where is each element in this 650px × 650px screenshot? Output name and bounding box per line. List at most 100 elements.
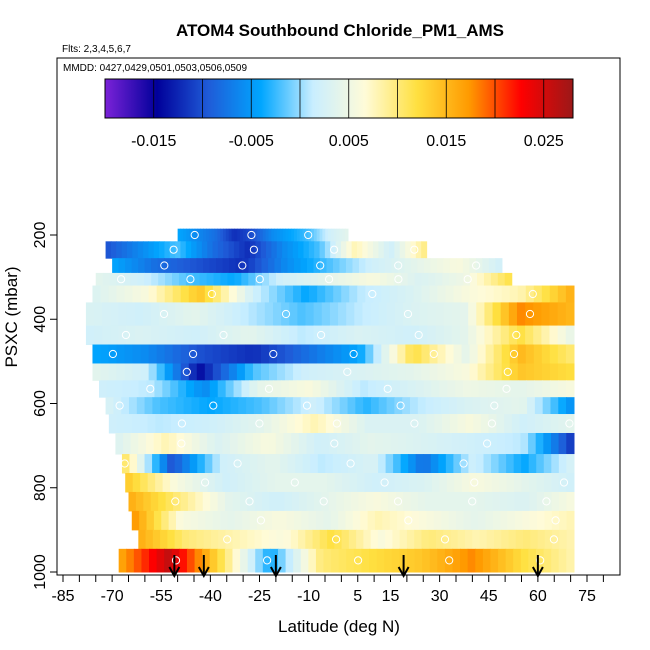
- heat-cell: [196, 258, 204, 274]
- heat-cell: [240, 325, 250, 346]
- heat-cell: [383, 241, 390, 259]
- heat-cell: [500, 325, 510, 346]
- sample-point: [189, 349, 198, 359]
- heat-cell: [183, 258, 191, 274]
- sample-point: [117, 275, 126, 284]
- heat-cell: [525, 363, 535, 381]
- heat-cell: [459, 432, 468, 455]
- heat-cell: [397, 285, 406, 303]
- heat-cell: [352, 272, 360, 287]
- heat-cell: [451, 302, 461, 327]
- heat-cell: [191, 397, 200, 415]
- heat-cell: [389, 344, 398, 364]
- heat-cell: [199, 325, 209, 346]
- heat-cell: [310, 454, 319, 474]
- heat-cell: [477, 491, 486, 512]
- heat-cell: [391, 548, 400, 573]
- heat-cell: [345, 228, 349, 242]
- sample-point: [256, 516, 265, 525]
- heat-cell: [493, 363, 503, 381]
- heat-cell: [192, 272, 201, 287]
- heat-cell: [237, 228, 241, 242]
- sample-point: [238, 261, 247, 270]
- sample-point: [255, 419, 264, 428]
- heat-cell: [550, 432, 560, 455]
- heat-cell: [301, 510, 310, 531]
- heat-cell: [164, 241, 171, 259]
- heat-cell: [118, 302, 128, 327]
- heat-cell: [194, 414, 203, 434]
- heat-cell: [444, 548, 454, 573]
- heat-cell: [319, 228, 323, 242]
- heat-cell: [277, 397, 286, 415]
- heat-cell: [442, 272, 450, 287]
- heat-cell: [304, 473, 313, 493]
- heat-cell: [394, 302, 404, 327]
- x-tick-label: -70: [101, 588, 124, 605]
- heat-cell: [378, 258, 386, 274]
- heat-cell: [340, 454, 349, 474]
- flight-arrow: [168, 555, 181, 579]
- heat-cell: [279, 414, 288, 434]
- y-tick-label: 600: [32, 390, 49, 417]
- heat-cell: [330, 510, 339, 531]
- heat-cell: [254, 228, 258, 242]
- heat-cell: [262, 272, 270, 287]
- heat-cell: [446, 473, 455, 493]
- heat-cell: [185, 473, 194, 493]
- heat-cell: [126, 241, 133, 259]
- heat-cell: [313, 325, 323, 346]
- heat-cell: [313, 302, 323, 327]
- heat-cell: [395, 491, 404, 512]
- heat-cell: [535, 548, 545, 573]
- heat-cell: [132, 285, 142, 303]
- heat-cell: [155, 414, 164, 434]
- heat-cell: [281, 380, 290, 398]
- heat-cell: [434, 414, 443, 434]
- heat-cell: [469, 473, 478, 493]
- heat-cell: [319, 473, 328, 493]
- heat-cell: [495, 258, 503, 274]
- heat-cell: [114, 380, 124, 398]
- heat-cell: [207, 432, 216, 455]
- heat-cell: [211, 228, 216, 242]
- heat-cell: [190, 258, 198, 274]
- heat-cell: [461, 285, 471, 303]
- heat-cell: [217, 414, 226, 434]
- heat-cell: [260, 241, 267, 259]
- heat-cell: [186, 380, 195, 398]
- heat-cell: [260, 363, 270, 381]
- heat-cell: [228, 363, 238, 381]
- heat-cell: [427, 325, 437, 346]
- heat-cell: [261, 258, 269, 274]
- heat-cell: [123, 432, 132, 455]
- heat-cell: [327, 529, 335, 550]
- heat-cell: [312, 380, 322, 398]
- heat-cell: [566, 548, 575, 573]
- x-tick-label: -10: [297, 588, 320, 605]
- heat-cell: [217, 548, 226, 573]
- heat-cell: [217, 380, 227, 398]
- heat-cell: [448, 510, 457, 531]
- heat-cell: [108, 363, 118, 381]
- heat-cell: [365, 363, 374, 381]
- heat-cell: [255, 258, 263, 274]
- heat-cell: [410, 491, 419, 512]
- heat-cell: [269, 397, 278, 415]
- heat-cell: [128, 491, 137, 512]
- heat-cell: [248, 302, 258, 327]
- heat-cell: [501, 285, 511, 303]
- heat-cell: [317, 285, 326, 303]
- heat-cell: [362, 302, 372, 327]
- heat-cell: [475, 454, 485, 474]
- heat-cell: [356, 414, 366, 434]
- heat-cell: [213, 272, 222, 287]
- heat-cell: [241, 380, 250, 398]
- heat-cell: [139, 414, 149, 434]
- heat-cell: [186, 414, 195, 434]
- heat-cell: [248, 258, 256, 274]
- heat-cell: [463, 510, 472, 531]
- heat-cell: [212, 363, 222, 381]
- heat-cell: [212, 344, 222, 364]
- heat-cell: [204, 285, 214, 303]
